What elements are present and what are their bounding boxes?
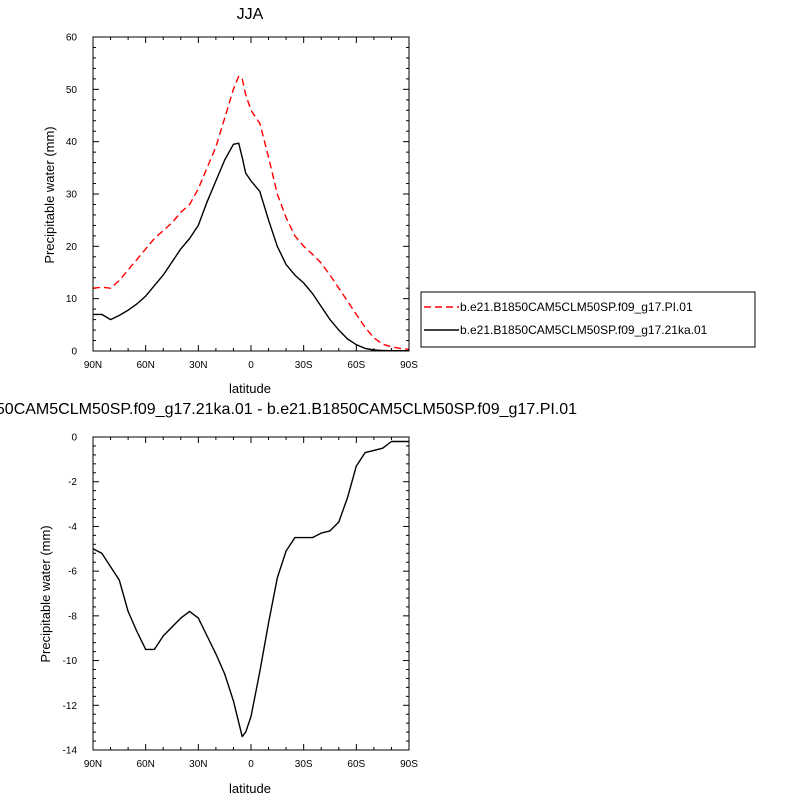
bottom-panel-xlabel: latitude [229,781,271,796]
top-panel: JJA Precipitable water (mm) latitude 90N… [42,6,418,396]
x-tick-label: 90N [84,759,102,770]
y-tick-label: -12 [63,701,78,712]
y-tick-label: 50 [66,85,78,96]
series-line-1 [93,142,409,352]
series-line-0 [92,75,410,351]
x-tick-label: 60S [347,360,365,371]
y-tick-label: 20 [66,242,78,253]
y-tick-label: 0 [71,347,77,358]
x-tick-label: 90S [400,360,418,371]
bottom-panel-title: b.e21.B1850CAM5CLM50SP.f09_g17.21ka.01 -… [0,401,577,418]
x-tick-label: 30N [189,759,207,770]
bottom-panel-plot-frame [92,436,410,751]
bottom-panel-ylabel: Precipitable water (mm) [38,525,53,662]
x-tick-label: 0 [248,759,254,770]
y-tick-label: -2 [68,477,77,488]
top-panel-ylabel: Precipitable water (mm) [42,126,57,263]
x-tick-label: 60N [136,360,154,371]
legend-box [420,291,756,348]
bottom-panel: b.e21.B1850CAM5CLM50SP.f09_g17.21ka.01 -… [0,401,577,796]
bottom-panel-series [92,440,409,738]
x-tick-label: 30S [295,759,313,770]
y-tick-label: -14 [63,746,78,757]
y-tick-label: 0 [71,433,77,444]
legend-label-21ka: b.e21.B1850CAM5CLM50SP.f09_g17.21ka.01 [460,323,708,337]
y-tick-label: -10 [63,656,78,667]
y-tick-label: -8 [68,611,77,622]
y-tick-label: 40 [66,137,78,148]
legend: b.e21.B1850CAM5CLM50SP.f09_g17.PI.01 b.e… [420,291,756,348]
x-tick-label: 30N [189,360,207,371]
x-tick-label: 90N [84,360,102,371]
top-panel-plot-frame [92,36,410,352]
x-tick-label: 60S [347,759,365,770]
x-tick-label: 90S [400,759,418,770]
y-tick-label: 30 [66,190,78,201]
y-tick-label: 60 [66,33,78,44]
y-tick-label: -4 [68,522,77,533]
legend-label-pi: b.e21.B1850CAM5CLM50SP.f09_g17.PI.01 [460,300,693,314]
y-tick-label: -6 [68,567,77,578]
x-tick-label: 0 [248,360,254,371]
x-tick-label: 30S [295,360,313,371]
series-line-0 [92,440,409,738]
top-panel-xlabel: latitude [229,381,271,396]
y-tick-label: 10 [66,294,78,305]
top-panel-ticks: 90N 60N 30N 0 30S 60S 90S 0 10 20 30 40 50 60 [66,33,418,372]
top-panel-title: JJA [237,6,264,23]
top-panel-series [92,75,410,352]
bottom-panel-ticks: 90N 60N 30N 0 30S 60S 90S -14 -12 -10 -8 -6 -4 -2 0 [63,433,419,771]
x-tick-label: 60N [136,759,154,770]
